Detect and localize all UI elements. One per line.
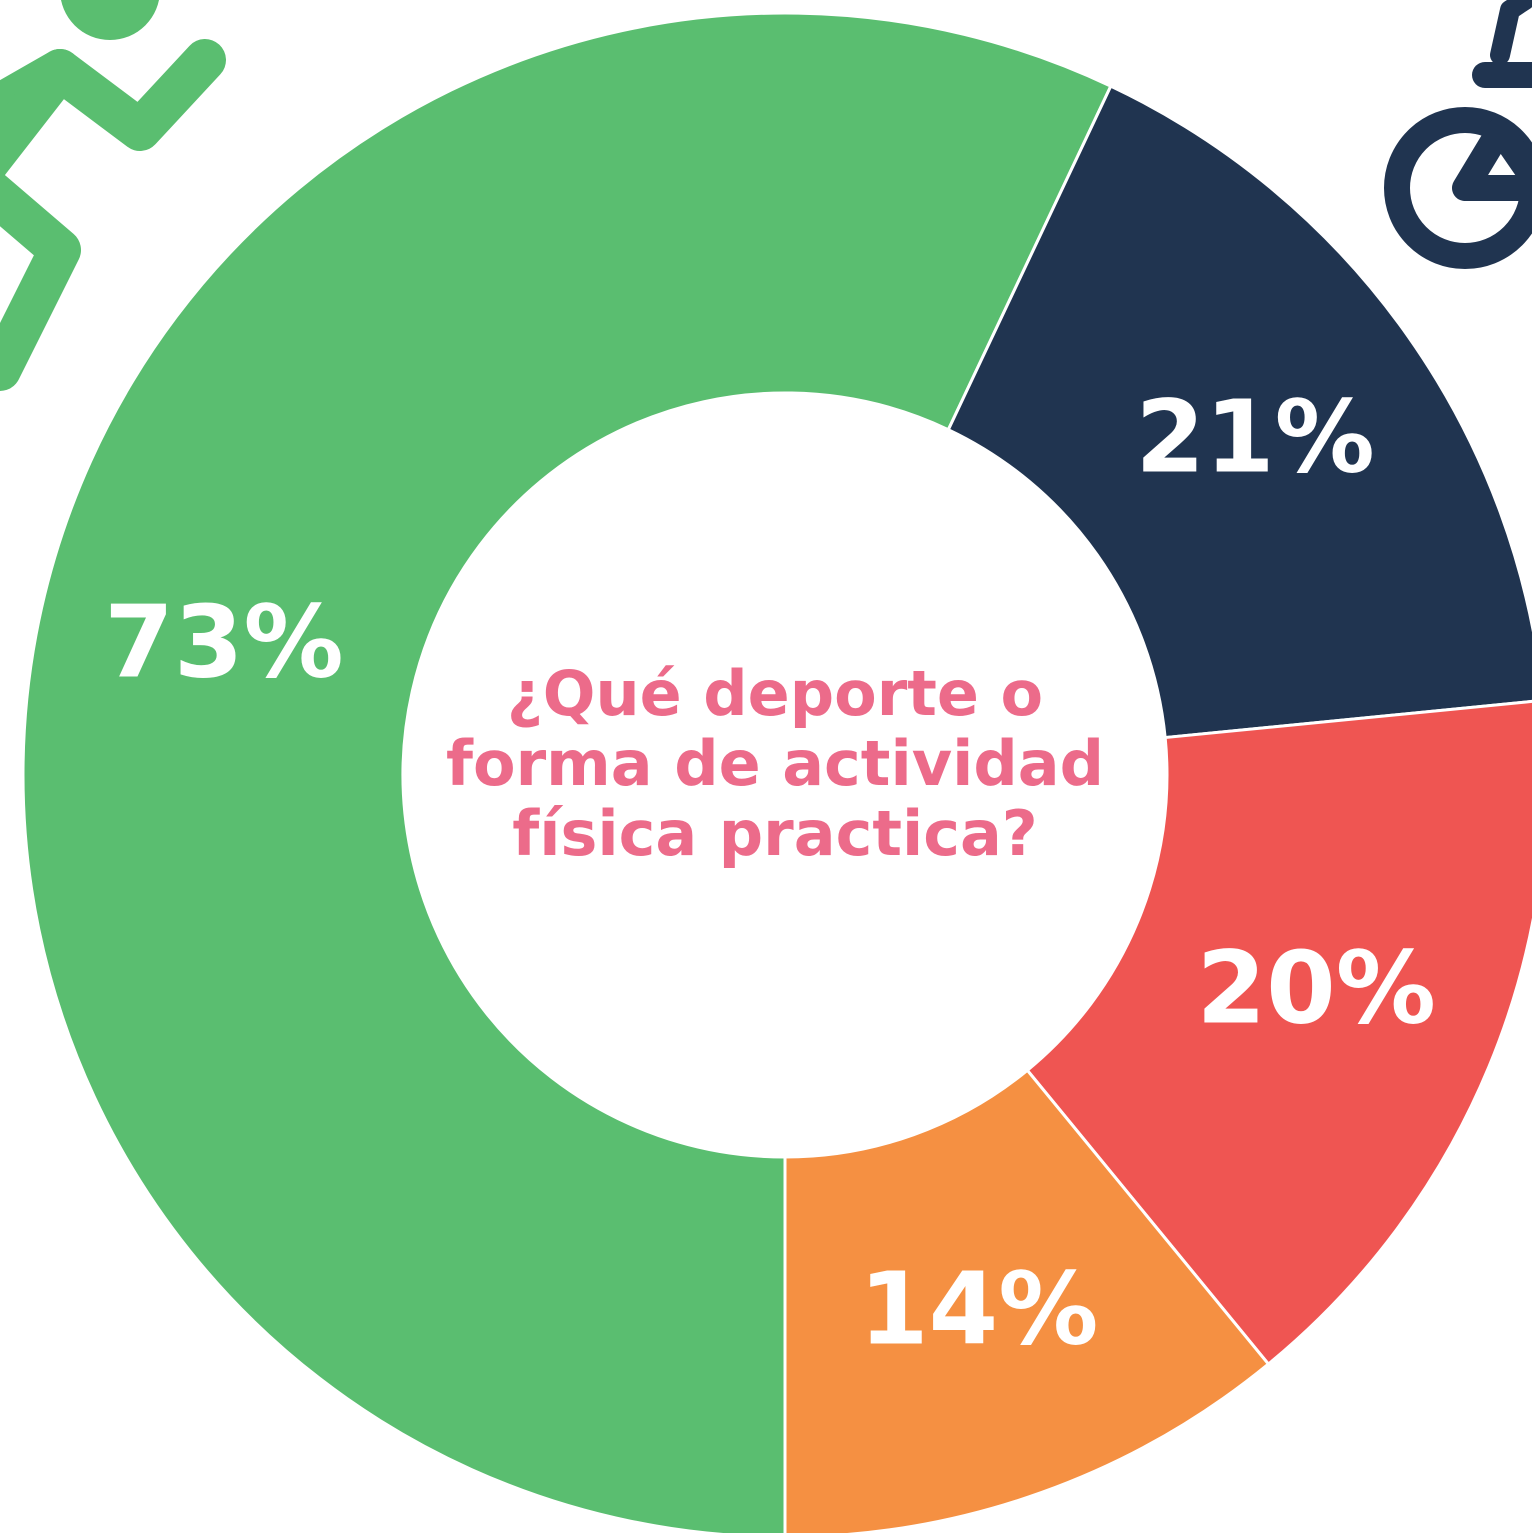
chart-title: forma de actividad	[446, 727, 1104, 800]
runner-icon	[0, 0, 226, 391]
chart-title: física practica?	[512, 797, 1038, 870]
chart-title: ¿Qué deporte o	[507, 657, 1043, 730]
slice	[946, 84, 1532, 740]
slice	[1025, 699, 1532, 1367]
donut	[21, 11, 1532, 1533]
value-label: 73%	[104, 583, 343, 700]
slice	[783, 1068, 1271, 1533]
slice	[21, 11, 1113, 1533]
bike-icon	[1384, 0, 1532, 269]
value-label: 14%	[859, 1251, 1098, 1368]
value-label: 21%	[1135, 378, 1374, 495]
value-label: 20%	[1197, 929, 1436, 1046]
